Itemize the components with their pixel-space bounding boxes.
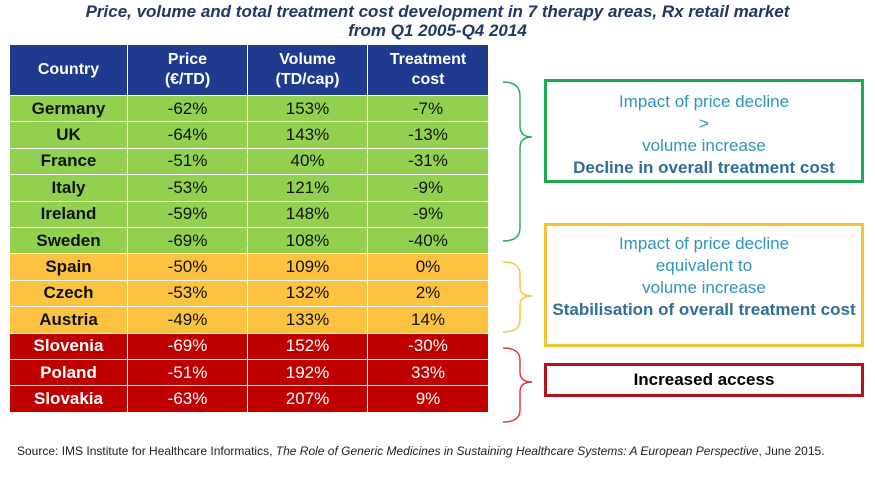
cell-price: -53%: [127, 174, 248, 202]
cell-country: Ireland: [9, 200, 128, 228]
cell-country: Austria: [9, 306, 128, 334]
cell-volume: 143%: [247, 121, 368, 149]
title-line-1: Price, volume and total treatment cost d…: [85, 2, 790, 21]
source-note: Source: IMS Institute for Healthcare Inf…: [17, 444, 825, 458]
cell-treatment-cost: -9%: [367, 200, 489, 228]
table-row: Ireland -59% 148% -9%: [9, 200, 489, 228]
cell-country: Slovenia: [9, 332, 128, 360]
cell-treatment-cost: 33%: [367, 358, 489, 387]
cell-country: Spain: [9, 253, 128, 281]
cell-price: -69%: [127, 332, 248, 360]
table-header-row: Country Price (€/TD) Volume (TD/cap) Treat…: [9, 44, 489, 96]
green-brace: [502, 81, 533, 242]
table-row: Italy -53% 121% -9%: [9, 174, 489, 202]
cell-treatment-cost: -9%: [367, 174, 489, 202]
header-treatment-cost: Treatment cost: [367, 44, 489, 96]
cell-price: -64%: [127, 121, 248, 149]
cell-price: -69%: [127, 226, 248, 255]
cell-country: Poland: [9, 358, 128, 387]
cell-treatment-cost: 9%: [367, 385, 489, 413]
cell-country: Italy: [9, 174, 128, 202]
cell-treatment-cost: 0%: [367, 253, 489, 281]
table-row: Sweden -69% 108% -40%: [9, 226, 489, 255]
cell-treatment-cost: 14%: [367, 306, 489, 334]
cell-country: France: [9, 147, 128, 176]
cell-treatment-cost: -30%: [367, 332, 489, 360]
cell-price: -59%: [127, 200, 248, 228]
cell-volume: 152%: [247, 332, 368, 360]
title-line-2: from Q1 2005-Q4 2014: [348, 21, 527, 40]
conclusion-box-decline: Impact of price decline > volume increas…: [544, 79, 864, 183]
cell-country: Slovakia: [9, 385, 128, 413]
cell-volume: 148%: [247, 200, 368, 228]
header-country: Country: [9, 44, 128, 96]
table-row: Austria -49% 133% 14%: [9, 306, 489, 334]
cell-treatment-cost: -7%: [367, 94, 489, 123]
table-row: Germany -62% 153% -7%: [9, 94, 489, 123]
cell-country: Czech: [9, 279, 128, 308]
cell-country: Germany: [9, 94, 128, 123]
therapy-cost-table: Country Price (€/TD) Volume (TD/cap) Treat…: [9, 44, 489, 413]
cell-volume: 133%: [247, 306, 368, 334]
red-brace: [502, 347, 533, 423]
table-row: France -51% 40% -31%: [9, 147, 489, 176]
table-row: UK -64% 143% -13%: [9, 121, 489, 149]
cell-price: -53%: [127, 279, 248, 308]
header-volume: Volume (TD/cap): [247, 44, 368, 96]
cell-treatment-cost: -13%: [367, 121, 489, 149]
chart-title: Price, volume and total treatment cost d…: [0, 2, 875, 40]
table-row: Spain -50% 109% 0%: [9, 253, 489, 281]
cell-volume: 192%: [247, 358, 368, 387]
table-row: Slovenia -69% 152% -30%: [9, 332, 489, 360]
cell-price: -49%: [127, 306, 248, 334]
cell-price: -62%: [127, 94, 248, 123]
cell-price: -63%: [127, 385, 248, 413]
table-row: Poland -51% 192% 33%: [9, 358, 489, 387]
conclusion-box-stabilisation: Impact of price decline equivalent to vo…: [544, 223, 864, 347]
header-price: Price (€/TD): [127, 44, 248, 96]
cell-country: Sweden: [9, 226, 128, 255]
conclusion-box-access: Increased access: [544, 363, 864, 397]
cell-volume: 153%: [247, 94, 368, 123]
cell-treatment-cost: -40%: [367, 226, 489, 255]
cell-volume: 109%: [247, 253, 368, 281]
cell-volume: 207%: [247, 385, 368, 413]
cell-treatment-cost: 2%: [367, 279, 489, 308]
table-row: Slovakia -63% 207% 9%: [9, 385, 489, 413]
yellow-brace: [502, 261, 533, 333]
